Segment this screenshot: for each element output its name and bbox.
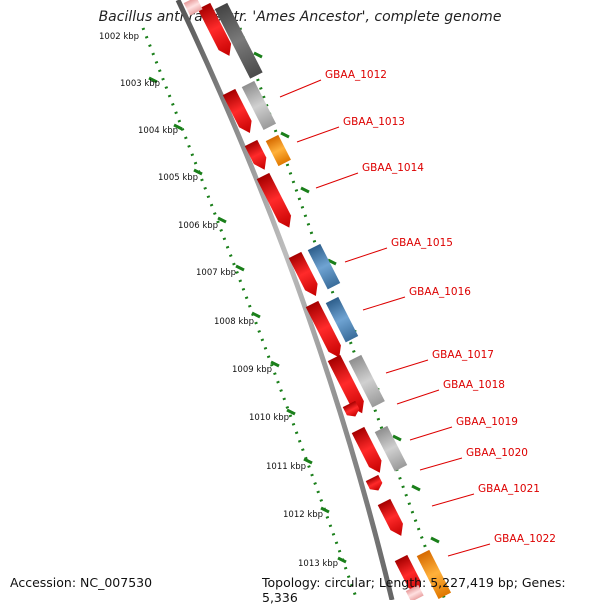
gene-label-leader (315, 172, 359, 189)
scale-label: 1013 kbp (298, 559, 338, 569)
gene-label-leader (296, 126, 340, 143)
scale-label: 1010 kbp (249, 413, 289, 423)
topology-text: Topology: circular; Length: 5,227,419 bp… (262, 575, 566, 605)
cds-arrow[interactable] (342, 400, 362, 420)
cds-arrow[interactable] (377, 498, 408, 539)
scale-tick-mark (327, 258, 337, 266)
scale-tick-mark (303, 457, 313, 465)
gene-label-leader (396, 389, 440, 405)
gene-label-leader (362, 296, 406, 311)
gene-label-leader (385, 359, 429, 374)
cds-arrow[interactable] (365, 474, 385, 494)
feature-orange[interactable] (265, 134, 291, 167)
cds-arrow[interactable] (351, 426, 386, 476)
cds-fragment[interactable] (405, 584, 424, 600)
gene-label[interactable]: GBAA_1015 (391, 237, 453, 249)
accession-text: Accession: NC_007530 (10, 575, 153, 590)
gene-label[interactable]: GBAA_1019 (456, 416, 518, 428)
scale-label: 1004 kbp (138, 126, 178, 136)
gene-features (183, 0, 452, 600)
gene-labels: GBAA_1012 GBAA_1013 GBAA_1014 GBAA_1015 GBAA… (279, 69, 556, 557)
cds-arrow[interactable] (305, 300, 346, 361)
feature-orange[interactable] (416, 549, 452, 599)
scale-tick-mark (392, 434, 402, 442)
gene-label-leader (447, 543, 491, 557)
scale-tick-mark (173, 123, 183, 131)
feature-blue[interactable] (307, 243, 341, 290)
inner-scale-line (141, 27, 359, 600)
feature-dark[interactable] (214, 2, 263, 79)
scale-label: 1005 kbp (158, 173, 198, 183)
scale-tick-mark (235, 264, 245, 272)
feature-blue[interactable] (325, 296, 359, 343)
scale-tick-mark (193, 168, 203, 176)
scale-label: 1007 kbp (196, 268, 236, 278)
gene-label-leader (419, 457, 463, 471)
gene-label-leader (409, 426, 453, 441)
scale-label: 1008 kbp (214, 317, 254, 327)
cds-fragment[interactable] (183, 0, 203, 16)
scale-label: 1002 kbp (99, 32, 139, 42)
scale-label: 1012 kbp (283, 510, 323, 520)
feature-gray[interactable] (348, 354, 385, 408)
gene-label[interactable]: GBAA_1021 (478, 483, 540, 495)
scale-tick-mark (251, 311, 261, 319)
gene-label[interactable]: GBAA_1012 (325, 69, 387, 81)
scale-tick-mark (270, 360, 280, 368)
map-title: Bacillus anthracis str. 'Ames Ancestor',… (98, 9, 502, 25)
feature-gray[interactable] (374, 425, 408, 472)
scale-tick-mark (148, 76, 158, 84)
scale-tick-mark (430, 536, 440, 544)
cds-arrow[interactable] (327, 354, 369, 417)
scale-tick-mark (320, 506, 330, 514)
scale-tick-mark (253, 51, 263, 59)
cds-arrow[interactable] (288, 251, 322, 299)
gene-label-leader (344, 247, 388, 263)
feature-gray[interactable] (241, 80, 277, 130)
genome-backbone (175, 0, 395, 600)
cds-arrow[interactable] (256, 172, 296, 231)
cds-arrow[interactable] (197, 2, 236, 59)
cds-arrow[interactable] (222, 88, 256, 136)
gene-label[interactable]: GBAA_1016 (409, 286, 471, 298)
gene-label[interactable]: GBAA_1013 (343, 116, 405, 128)
gene-label-leader (431, 493, 475, 507)
gene-label[interactable]: GBAA_1018 (443, 379, 505, 391)
gene-label[interactable]: GBAA_1014 (362, 162, 424, 174)
gene-label[interactable]: GBAA_1017 (432, 349, 494, 361)
scale-tick-mark (300, 186, 310, 194)
scale-tick-mark (337, 556, 347, 564)
cds-arrow[interactable] (244, 139, 271, 173)
scale-tick-mark (411, 484, 421, 492)
gene-label[interactable]: GBAA_1022 (494, 533, 556, 545)
scale-label: 1003 kbp (120, 79, 160, 89)
gene-label[interactable]: GBAA_1020 (466, 447, 528, 459)
scale-tick-mark (217, 216, 227, 224)
cds-arrow[interactable] (394, 554, 426, 597)
scale-tick-mark (280, 131, 290, 139)
gene-label-leader (279, 79, 322, 98)
scale-label: 1011 kbp (266, 462, 306, 472)
scale-label: 1009 kbp (232, 365, 272, 375)
scale-labels: 1002 kbp 1003 kbp 1004 kbp 1005 kbp 1006 kbp… (99, 32, 338, 569)
scale-label: 1006 kbp (178, 221, 218, 231)
scale-tick-mark (286, 408, 296, 416)
